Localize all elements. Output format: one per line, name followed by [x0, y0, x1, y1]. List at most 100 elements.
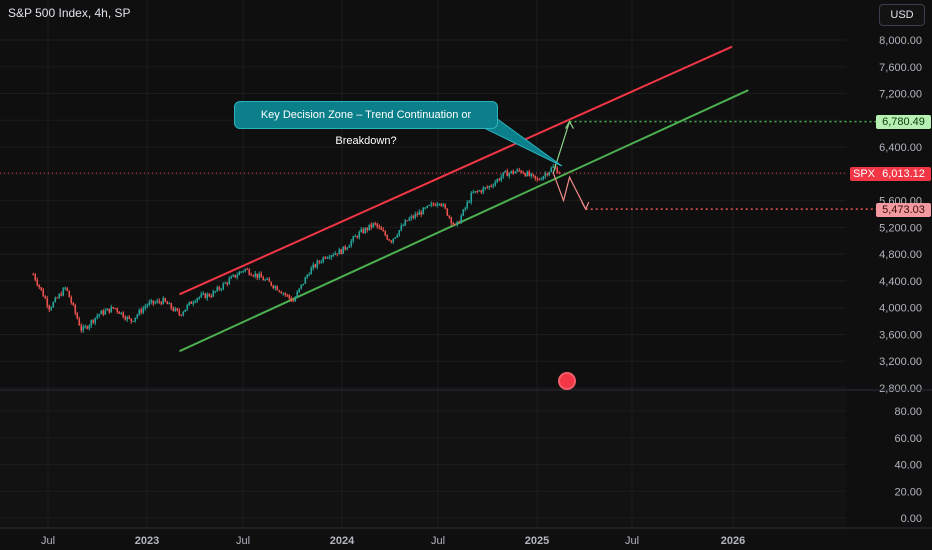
candle-body: [290, 297, 293, 301]
price-tick-label: 6,400.00: [879, 142, 922, 154]
candle-body: [176, 308, 179, 311]
candle-body: [502, 172, 505, 177]
candle-body: [186, 304, 189, 310]
candle-body: [458, 221, 461, 223]
candle-body: [178, 310, 181, 315]
candle-body: [320, 261, 323, 263]
candle-body: [330, 255, 333, 258]
candle-body: [42, 289, 45, 297]
candle-body: [522, 172, 525, 174]
candle-body: [158, 300, 161, 303]
candle-body: [238, 272, 241, 276]
candle-body: [136, 314, 139, 318]
candle-body: [246, 268, 249, 270]
candle-body: [382, 229, 385, 232]
candle-body: [200, 294, 203, 297]
candle-body: [38, 285, 41, 288]
candle-body: [398, 230, 401, 236]
candle-body: [212, 291, 215, 297]
candle-body: [434, 204, 437, 206]
candle-body: [110, 307, 113, 313]
candle-body: [368, 224, 371, 231]
candle-body: [286, 294, 289, 296]
candle-body: [420, 211, 423, 215]
price-tick-label: 2,800.00: [879, 383, 922, 395]
price-tick-label: 3,200.00: [879, 356, 922, 368]
candle-body: [558, 173, 561, 175]
candle-body: [292, 300, 295, 302]
candle-body: [408, 218, 411, 221]
candle-body: [326, 257, 329, 259]
candle-body: [440, 203, 443, 206]
candle-body: [318, 261, 321, 263]
candle-body: [92, 320, 95, 323]
price-tick-label: 3,600.00: [879, 329, 922, 341]
candle-body: [150, 300, 153, 303]
candle-body: [384, 231, 387, 236]
candle-body: [258, 273, 261, 278]
candle-body: [416, 214, 419, 216]
candle-body: [442, 204, 445, 206]
candle-body: [476, 191, 479, 193]
price-tick-label: 4,400.00: [879, 276, 922, 288]
candle-body: [206, 293, 209, 299]
upside-target-badge: 6,780.49: [876, 115, 931, 129]
candle-body: [182, 312, 185, 316]
candle-body: [64, 287, 67, 289]
candle-body: [266, 278, 269, 280]
candle-body: [310, 268, 313, 275]
candle-body: [538, 179, 541, 181]
candle-body: [106, 308, 109, 311]
candle-body: [332, 254, 335, 256]
candle-body: [316, 261, 319, 268]
candle-body: [242, 270, 245, 272]
lower-pane-background: [0, 390, 846, 530]
candle-body: [144, 306, 147, 309]
candle-body: [274, 286, 277, 288]
lower-tick-label: 40.00: [894, 460, 922, 472]
candle-body: [100, 310, 103, 315]
candle-body: [346, 247, 349, 250]
candle-body: [124, 317, 127, 320]
candle-body: [60, 294, 63, 296]
candle-body: [44, 296, 47, 299]
candle-body: [104, 310, 107, 315]
candle-body: [190, 301, 193, 304]
candle-body: [354, 236, 357, 238]
currency-button[interactable]: USD: [879, 4, 925, 26]
candle-body: [414, 214, 417, 218]
candle-body: [530, 174, 533, 176]
candle-body: [140, 309, 143, 313]
candle-body: [32, 274, 35, 276]
candle-body: [360, 229, 363, 232]
candle-body: [370, 224, 373, 228]
candle-body: [524, 173, 527, 177]
symbol-badge: SPX: [850, 167, 879, 181]
economic-event-icon[interactable]: [558, 372, 576, 390]
candle-body: [448, 215, 451, 218]
candle-body: [372, 223, 375, 228]
candle-body: [34, 274, 37, 280]
price-tick-label: 4,800.00: [879, 249, 922, 261]
candle-body: [94, 317, 97, 323]
candle-body: [352, 236, 355, 241]
candle-body: [474, 191, 477, 193]
candle-body: [544, 173, 547, 177]
price-tick-label: 8,000.00: [879, 35, 922, 47]
lower-tick-label: 60.00: [894, 433, 922, 445]
candle-body: [130, 318, 133, 322]
candle-body: [410, 216, 413, 219]
candle-body: [418, 211, 421, 215]
candle-body: [152, 300, 155, 304]
candle-body: [518, 169, 521, 171]
decision-zone-callout[interactable]: Key Decision Zone – Trend Continuation o…: [234, 101, 498, 147]
candle-body: [98, 314, 101, 316]
candle-body: [250, 274, 253, 276]
candle-body: [272, 285, 275, 288]
candle-body: [198, 296, 201, 299]
candle-body: [536, 178, 539, 180]
candle-body: [90, 320, 93, 326]
candle-body: [278, 290, 281, 292]
candle-body: [74, 304, 77, 314]
